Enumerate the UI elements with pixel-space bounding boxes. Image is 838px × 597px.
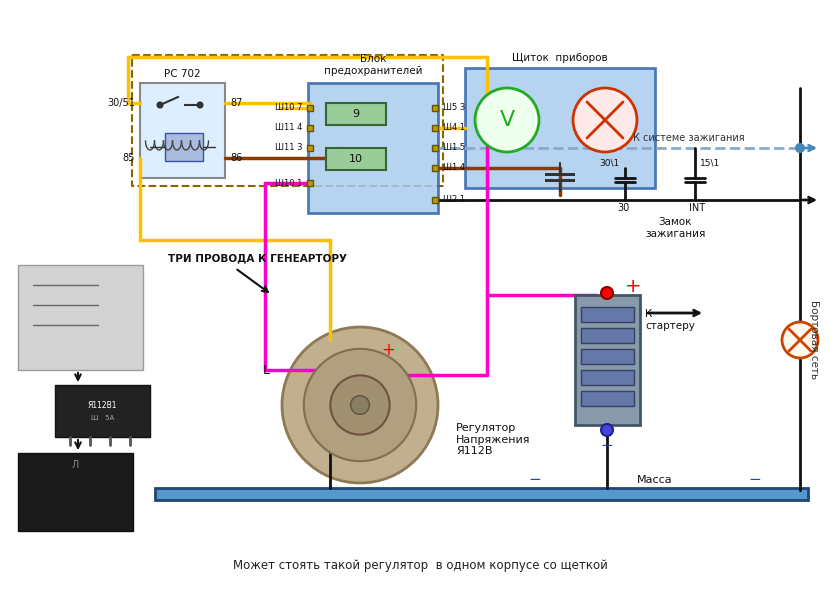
Bar [308,83,438,213]
Circle shape [601,424,613,436]
Bar [155,488,808,500]
Circle shape [158,103,163,107]
Circle shape [601,287,613,299]
Bar [18,453,133,531]
Bar [432,197,438,203]
Circle shape [475,88,539,152]
Bar [432,105,438,111]
Text: INT: INT [689,203,705,213]
Text: +: + [625,278,642,297]
Text: 87: 87 [230,98,242,108]
Bar [18,265,143,370]
Text: Ш4 1: Ш4 1 [443,124,465,133]
Bar [545,179,575,182]
Text: Щиток  приборов: Щиток приборов [512,53,608,63]
Text: Блок
предохранителей: Блок предохранителей [323,54,422,76]
Bar [165,133,203,161]
Circle shape [796,144,804,152]
Bar [55,385,150,437]
Text: Ш5 3: Ш5 3 [443,103,465,112]
Circle shape [330,376,390,435]
Bar [140,83,225,178]
Bar [432,125,438,131]
Bar [581,307,634,322]
Text: 15\1: 15\1 [700,158,720,168]
Text: 85: 85 [122,153,135,163]
Bar [581,370,634,385]
Text: Замок
зажигания: Замок зажигания [644,217,706,239]
Text: Ш11 3: Ш11 3 [275,143,302,152]
Text: Ш2 1: Ш2 1 [443,195,465,205]
Text: Я112В1: Я112В1 [88,402,117,411]
Text: 30: 30 [617,203,629,213]
Text: Регулятор
Напряжения
Я112В: Регулятор Напряжения Я112В [456,423,530,456]
Text: Ш11 4: Ш11 4 [275,124,302,133]
Circle shape [282,327,438,483]
Text: Бортовая сеть: Бортовая сеть [809,300,819,380]
Circle shape [198,103,203,107]
Text: Л: Л [72,460,79,470]
Text: Ш   5А: Ш 5А [91,415,114,421]
Text: РС 702: РС 702 [164,69,201,79]
Text: Ш10 7: Ш10 7 [275,103,302,112]
Text: 30\1: 30\1 [600,158,620,168]
Bar [307,105,313,111]
Text: 30/51: 30/51 [107,98,135,108]
Bar [581,328,634,343]
Text: +: + [381,341,395,359]
Bar [307,145,313,151]
Text: ТРИ ПРОВОДА К ГЕНЕАРТОРУ: ТРИ ПРОВОДА К ГЕНЕАРТОРУ [168,253,347,263]
Circle shape [304,349,416,461]
Text: −: − [748,472,762,488]
Bar [581,349,634,364]
Text: К системе зажигания: К системе зажигания [634,133,745,143]
Circle shape [350,396,370,414]
Text: V: V [499,110,515,130]
Bar [326,148,386,170]
Text: Ш10 1: Ш10 1 [275,179,302,187]
Bar [432,145,438,151]
Bar [307,180,313,186]
Bar [432,165,438,171]
Circle shape [573,88,637,152]
Text: Может стоять такой регулятор  в одном корпусе со щеткой: Может стоять такой регулятор в одном кор… [233,559,608,571]
Circle shape [782,322,818,358]
Text: Масса: Масса [637,475,673,485]
Text: 86: 86 [230,153,242,163]
Bar [326,103,386,125]
Text: Ш1 5: Ш1 5 [443,143,465,152]
Bar [545,173,575,176]
Bar [307,125,313,131]
Bar [581,391,634,406]
Text: −: − [529,472,541,488]
Text: L: L [263,364,270,377]
Bar [575,295,640,425]
Text: −: − [601,438,613,453]
Text: К
стартеру: К стартеру [645,309,695,331]
Text: 9: 9 [353,109,360,119]
Text: 10: 10 [349,154,363,164]
Text: Ш1 4: Ш1 4 [443,164,465,173]
Bar [465,68,655,188]
